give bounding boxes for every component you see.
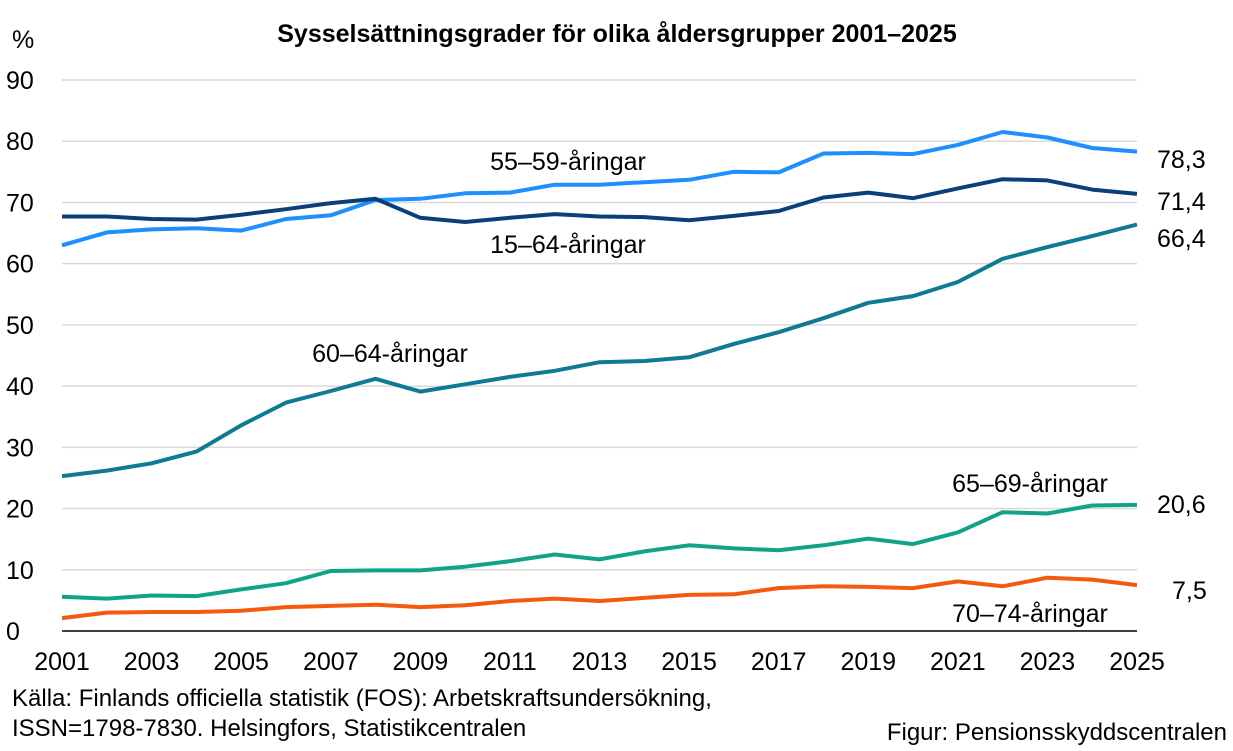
figure-credit: Figur: Pensionsskyddscentralen	[886, 719, 1227, 746]
x-tick-label: 2009	[393, 648, 449, 676]
x-tick-label: 2021	[930, 648, 986, 676]
y-tick-label: 70	[6, 189, 34, 217]
series-labels: 55–59-åringar 15–64-åringar 60–64-åringa…	[312, 148, 1108, 628]
end-label-55-59: 78,3	[1157, 146, 1206, 174]
series-lines	[61, 130, 1138, 621]
end-label-15-64: 71,4	[1157, 188, 1206, 216]
series-label-60-64: 60–64-åringar	[312, 340, 468, 368]
y-tick-label: 10	[6, 557, 34, 585]
y-axis-unit: %	[12, 26, 34, 54]
y-tick-label: 0	[6, 618, 20, 646]
y-tick-label: 30	[6, 434, 34, 462]
series-label-65-69: 65–69-åringar	[952, 470, 1108, 498]
x-tick-label: 2005	[213, 648, 269, 676]
source-line-1: Källa: Finlands officiella statistik (FO…	[12, 685, 712, 712]
series-label-70-74: 70–74-åringar	[952, 600, 1108, 628]
series-line-15–64-åringar	[62, 177, 1138, 224]
y-tick-label: 80	[6, 128, 34, 156]
end-label-65-69: 20,6	[1157, 491, 1206, 519]
series-line-65–69-åringar	[61, 502, 1138, 601]
x-tick-label: 2015	[661, 648, 717, 676]
x-tick-label: 2017	[751, 648, 807, 676]
x-tick-label: 2013	[572, 648, 628, 676]
x-tick-label: 2001	[34, 648, 90, 676]
source-note: Källa: Finlands officiella statistik (FO…	[12, 684, 712, 744]
end-label-70-74: 7,5	[1172, 577, 1207, 605]
series-line-55–59-åringar	[61, 130, 1138, 248]
x-tick-label: 2007	[303, 648, 359, 676]
line-chart: Sysselsättningsgrader för olika åldersgr…	[6, 20, 1207, 676]
end-value-labels: 78,3 71,4 66,4 20,6 7,5	[1157, 146, 1207, 605]
x-tick-label: 2019	[840, 648, 896, 676]
series-label-55-59: 55–59-åringar	[490, 148, 646, 176]
y-tick-label: 60	[6, 251, 34, 279]
source-line-2: ISSN=1798-7830. Helsingfors, Statistikce…	[12, 715, 527, 742]
series-line-60–64-åringar	[61, 222, 1138, 479]
x-axis-ticks: 2001 2003 2005 2007 2009 2011 2013 2015 2017 2019…	[34, 648, 1165, 676]
x-tick-label: 2023	[1020, 648, 1076, 676]
series-line-70–74-åringar	[61, 575, 1138, 621]
y-tick-label: 50	[6, 312, 34, 340]
x-tick-label: 2025	[1109, 648, 1165, 676]
x-tick-label: 2003	[124, 648, 180, 676]
end-label-60-64: 66,4	[1157, 225, 1206, 253]
series-label-15-64: 15–64-åringar	[490, 231, 646, 259]
chart-title: Sysselsättningsgrader för olika åldersgr…	[277, 20, 957, 48]
x-tick-label: 2011	[483, 648, 537, 676]
y-tick-label: 90	[6, 67, 34, 95]
y-tick-label: 40	[6, 373, 34, 401]
y-tick-label: 20	[6, 496, 34, 524]
gridlines	[62, 79, 1137, 632]
y-axis-ticks: 0 10 20 30 40 50 60 70 80 90	[6, 67, 34, 646]
